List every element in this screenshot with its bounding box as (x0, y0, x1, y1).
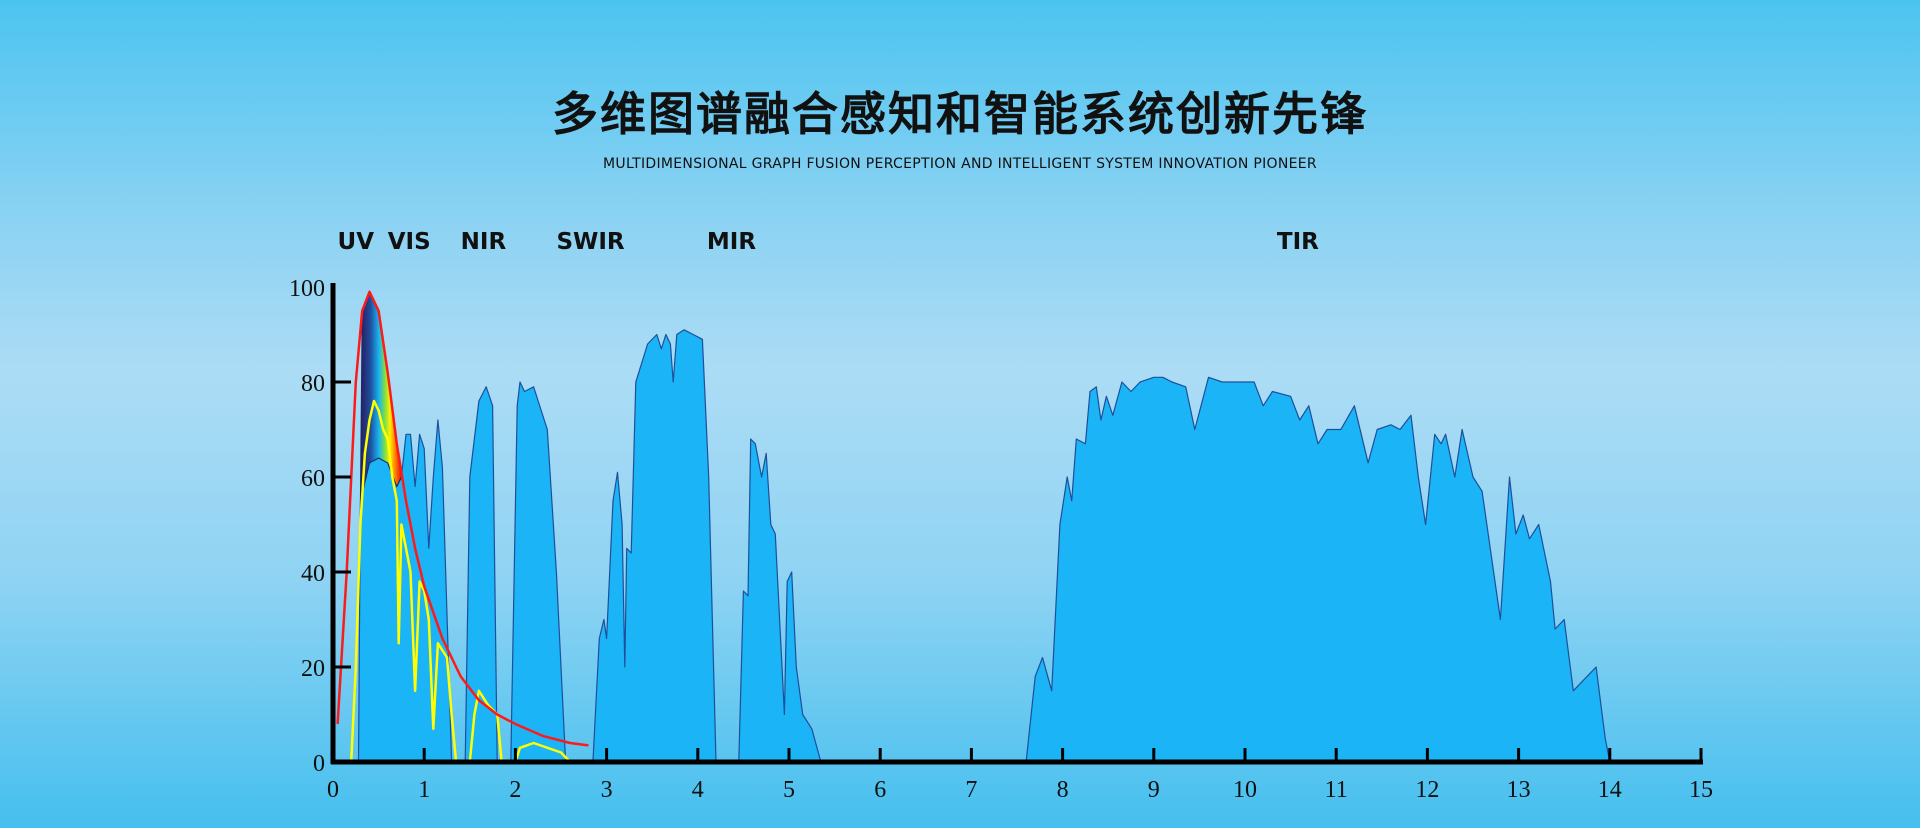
x-tick-label: 4 (692, 777, 704, 803)
x-tick-label: 0 (327, 777, 339, 803)
transmission-band-0 (357, 419, 453, 763)
y-tick-label: 100 (289, 276, 325, 302)
x-tick-label: 5 (783, 777, 795, 803)
page-title: 多维图谱融合感知和智能系统创新先锋 (552, 87, 1368, 141)
band-label-vis: VIS (388, 229, 431, 255)
y-tick-label: 80 (301, 371, 325, 397)
y-tick-label: 60 (301, 466, 325, 492)
transmission-band-5 (1025, 376, 1611, 763)
x-tick-label: 10 (1233, 777, 1257, 803)
band-label-swir: SWIR (556, 229, 624, 255)
band-label-tir: TIR (1277, 229, 1319, 255)
transmission-band-2 (510, 381, 567, 763)
y-tick-label: 40 (301, 561, 325, 587)
x-tick-label: 12 (1415, 777, 1439, 803)
x-tick-label: 8 (1057, 777, 1069, 803)
blackbody-curve (336, 290, 589, 747)
transmission-band-4 (738, 438, 822, 763)
y-tick-label: 0 (313, 751, 325, 777)
x-tick-label: 11 (1325, 777, 1348, 803)
transmission-band-3 (592, 329, 717, 763)
band-label-uv: UV (338, 229, 375, 255)
x-tick-label: 2 (509, 777, 521, 803)
x-tick-label: 15 (1689, 777, 1713, 803)
x-tick-label: 1 (418, 777, 430, 803)
solar-spectrum-line (349, 399, 572, 764)
y-tick-label: 20 (301, 656, 325, 682)
band-label-mir: MIR (707, 229, 756, 255)
x-tick-label: 3 (601, 777, 613, 803)
transmission-band-1 (464, 386, 498, 763)
page-subtitle: MULTIDIMENSIONAL GRAPH FUSION PERCEPTION… (603, 156, 1317, 172)
band-label-nir: NIR (461, 229, 507, 255)
x-tick-label: 7 (965, 777, 977, 803)
x-tick-label: 6 (874, 777, 886, 803)
x-tick-label: 9 (1148, 777, 1160, 803)
x-tick-label: 14 (1598, 777, 1622, 803)
x-tick-label: 13 (1507, 777, 1531, 803)
